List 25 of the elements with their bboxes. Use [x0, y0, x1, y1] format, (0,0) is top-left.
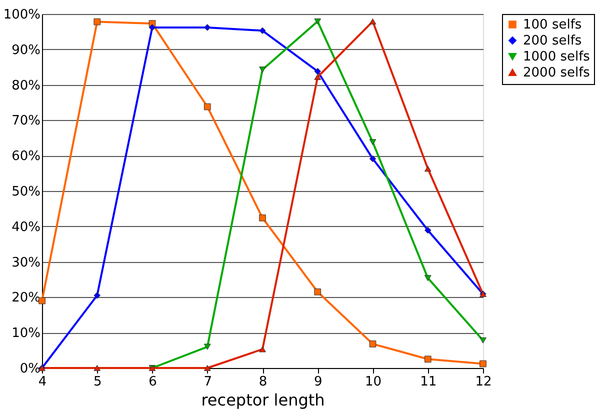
legend-label: 200 selfs [523, 34, 582, 48]
y-tick-label: 100% [3, 8, 40, 22]
y-tick-label: 40% [12, 220, 40, 235]
x-tick-label: 9 [314, 374, 322, 390]
x-tick-label: 10 [364, 374, 382, 390]
y-tick-label: 50% [12, 184, 40, 200]
x-tick-label: 7 [204, 374, 212, 390]
y-tick-label: 30% [12, 255, 40, 270]
y-tick-label: 20% [12, 290, 40, 306]
y-tick-label: 70% [12, 114, 40, 129]
x-tick-label: 12 [475, 374, 492, 390]
x-tick-label: 8 [258, 374, 268, 390]
y-tick-label: 60% [12, 149, 40, 164]
x-tick-label: 4 [38, 374, 47, 390]
y-tick-label: 0% [20, 362, 40, 376]
x-tick-label: 6 [148, 374, 157, 390]
x-axis-title: receptor length [201, 390, 325, 410]
y-tick-label: 10% [12, 326, 40, 342]
legend-label: 100 selfs [523, 18, 582, 32]
legend-label: 2000 selfs [523, 66, 590, 80]
legend-label: 1000 selfs [523, 50, 590, 64]
y-tick-label: 80% [12, 78, 40, 94]
x-tick-label: 5 [93, 374, 102, 390]
y-tick-label: 90% [12, 42, 40, 58]
x-tick-label: 11 [420, 374, 437, 390]
